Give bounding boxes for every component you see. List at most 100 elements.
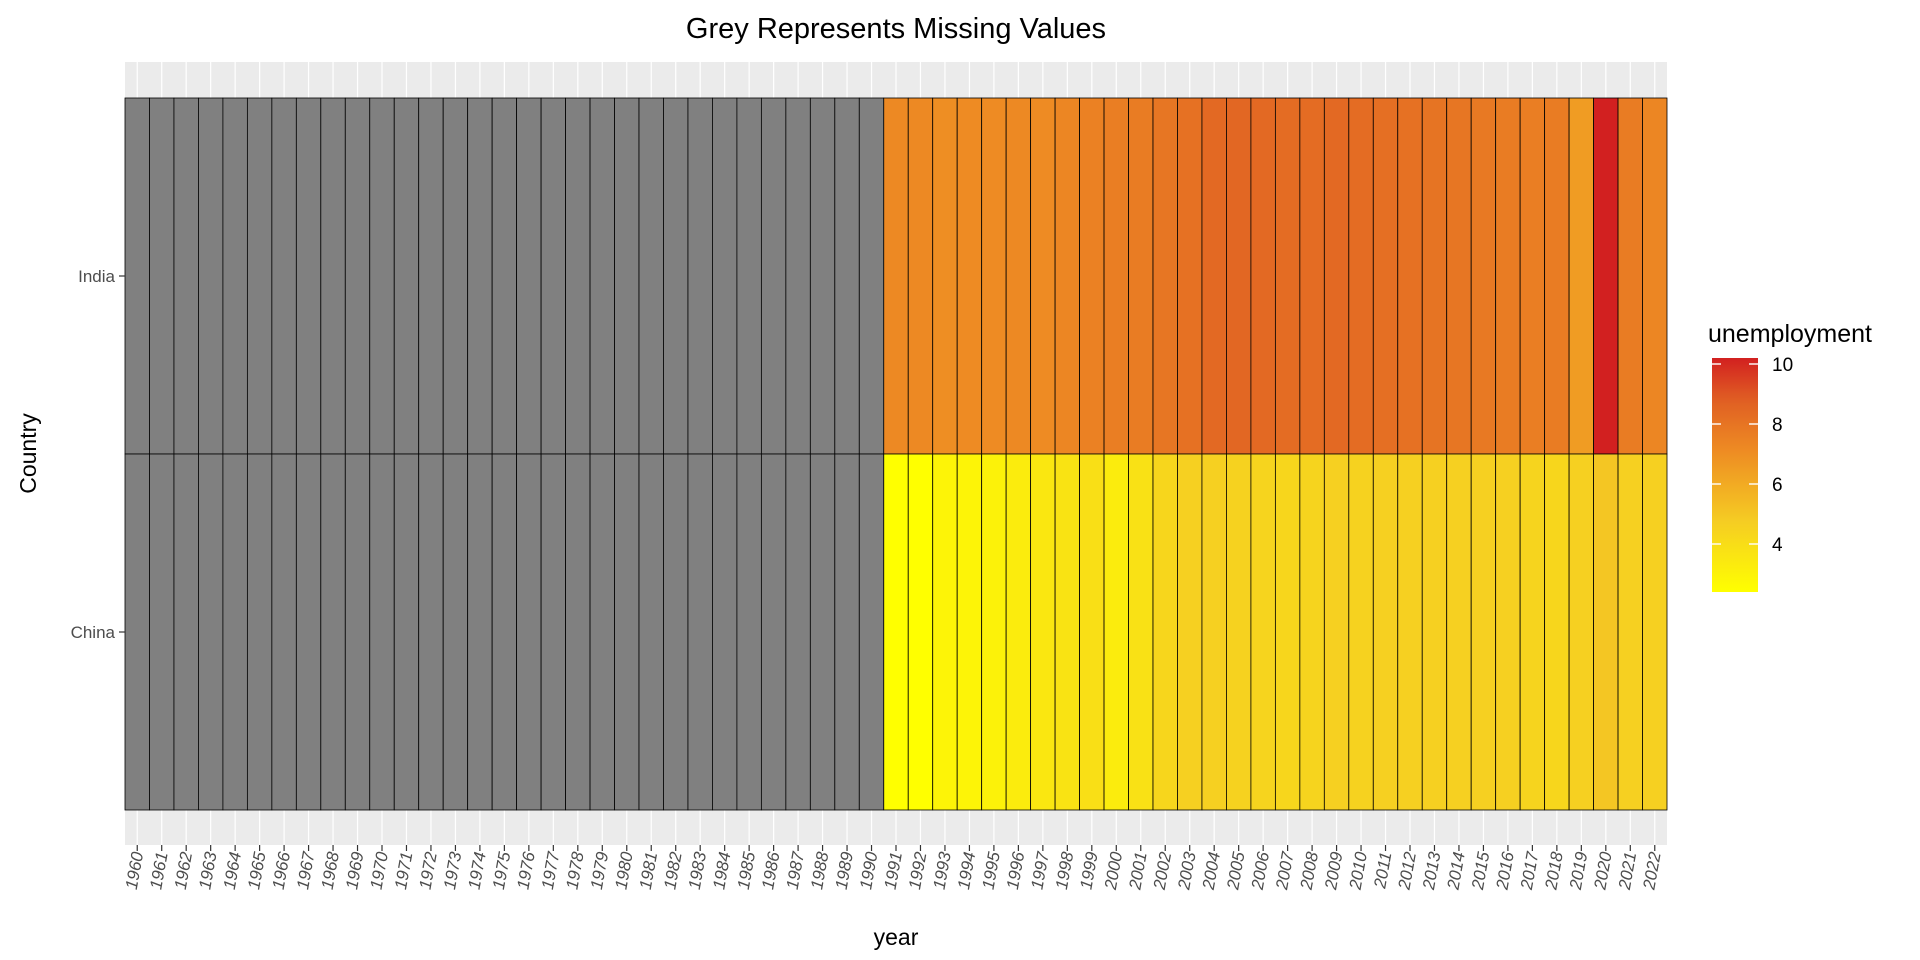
heatmap-cell [736,453,762,811]
heatmap-cell [834,97,860,455]
x-tick-label: 1981 [636,850,661,891]
heatmap-cell [932,97,958,455]
heatmap-cell [663,97,689,455]
heatmap-cell [320,97,346,455]
heatmap-cell [1079,453,1105,811]
heatmap-cell [1250,97,1276,455]
x-tick-label: 2019 [1566,850,1592,892]
x-tick-label: 2012 [1394,850,1420,892]
x-tick-label: 1978 [562,850,587,891]
x-tick-label: 2007 [1272,850,1298,892]
chart-title: Grey Represents Missing Values [686,13,1106,45]
x-tick-label: 2014 [1443,850,1468,892]
heatmap-cell [393,453,420,811]
x-tick-label: 1974 [465,850,490,891]
heatmap-cell [1128,97,1154,455]
heatmap-cell [932,453,958,811]
heatmap-cell [1617,97,1643,455]
heatmap-cell [198,97,224,455]
heatmap-cell [1201,97,1227,455]
heatmap-cell [1642,453,1668,811]
heatmap-cell [687,97,713,455]
x-tick-label: 1977 [538,850,563,891]
x-tick-label: 1964 [220,850,245,891]
legend-tick-label: 4 [1772,535,1783,556]
x-tick-label: 1969 [342,850,367,891]
heatmap-cell [907,97,934,455]
x-tick-label: 1992 [905,850,930,891]
heatmap-cell [1544,97,1570,455]
x-tick-label: 2009 [1321,850,1347,892]
x-tick-label: 1987 [783,850,808,891]
heatmap-cell [1226,453,1252,811]
x-tick-label: 2018 [1541,850,1567,892]
heatmap-cell [1495,97,1521,455]
heatmap-cell [295,453,322,811]
heatmap-cell [907,453,934,811]
x-tick-label: 2020 [1590,850,1616,892]
heatmap-cell [1250,453,1276,811]
heatmap-cell [1152,97,1178,455]
heatmap-cell [614,97,640,455]
heatmap-cell [540,453,566,811]
heatmap-cell [393,97,420,455]
heatmap-cell [883,97,909,455]
heatmap-cell [687,453,713,811]
x-tick-label: 1986 [758,850,783,891]
heatmap-cell [516,453,542,811]
x-tick-label: 2013 [1419,850,1445,892]
heatmap-cell [418,453,444,811]
heatmap-cell [1274,97,1301,455]
heatmap-cell [271,97,297,455]
x-tick-label: 2022 [1639,850,1665,892]
y-tick-label: China [71,623,116,642]
x-tick-label: 1983 [685,850,710,891]
heatmap-cell [809,97,836,455]
heatmap-cell [442,97,469,455]
heatmap-cell [712,453,738,811]
heatmap-cell [467,453,493,811]
y-axis-label: Country [15,413,41,494]
heatmap-cell [1177,453,1203,811]
heatmap-cell [589,97,615,455]
x-tick-label: 1997 [1028,850,1053,891]
heatmap-cell [736,97,762,455]
x-tick-label: 2008 [1297,850,1323,892]
heatmap-cell [1226,97,1252,455]
heatmap-cell [1177,97,1203,455]
x-tick-label: 1988 [807,850,832,891]
heatmap-cell [1642,97,1668,455]
x-tick-label: 2017 [1517,850,1543,892]
x-tick-label: 1980 [611,850,636,891]
x-tick-label: 2002 [1150,850,1176,892]
heatmap-cell [491,97,518,455]
heatmap-cell [1030,97,1056,455]
heatmap-cell [1103,453,1129,811]
x-tick-label: 1962 [171,850,196,891]
heatmap-cell [956,453,983,811]
x-tick-label: 1985 [734,850,759,891]
x-tick-label: 1960 [122,850,147,891]
heatmap-cell [760,97,787,455]
heatmap-cell [1568,97,1594,455]
heatmap-cell [149,453,175,811]
x-tick-label: 1999 [1076,850,1101,891]
heatmap-cell [565,453,591,811]
heatmap-cell [638,97,664,455]
x-tick-label: 1990 [856,850,881,891]
x-tick-label: 1976 [514,850,539,891]
x-tick-label: 1998 [1052,850,1077,891]
heatmap-cell [589,453,615,811]
x-axis-label: year [874,924,919,950]
heatmap-cell [1568,453,1594,811]
x-tick-label: 2016 [1492,850,1518,892]
x-tick-label: 1961 [146,850,171,891]
heatmap-cell [614,453,640,811]
x-tick-label: 1975 [489,850,514,891]
x-tick-label: 1973 [440,850,465,891]
heatmap-cell [1470,453,1497,811]
heatmap-cell [442,453,469,811]
heatmap-cell [1372,97,1399,455]
heatmap-cell [124,97,150,455]
